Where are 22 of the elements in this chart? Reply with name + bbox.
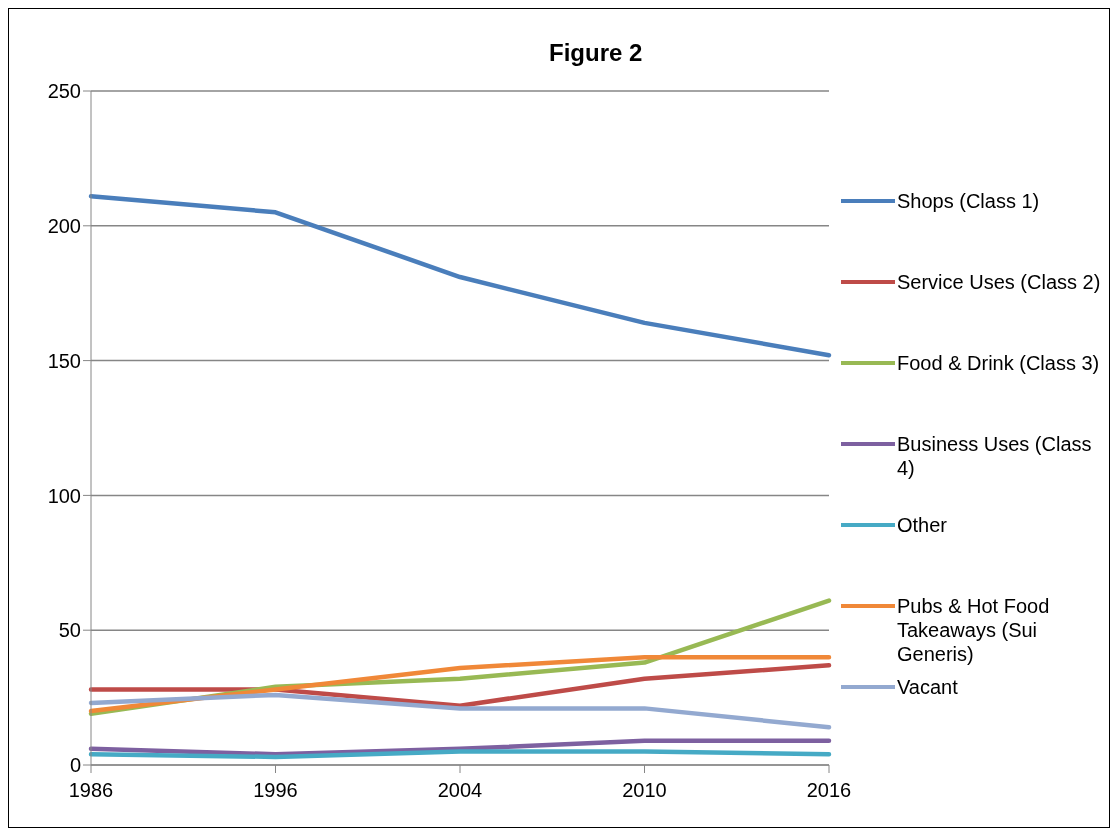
y-tick-label: 0 bbox=[69, 754, 81, 777]
legend-label: Business Uses (Class 4) bbox=[897, 432, 1093, 480]
x-tick-label: 1986 bbox=[68, 779, 114, 802]
x-tick-label: 2010 bbox=[622, 779, 667, 802]
legend-label: Vacant bbox=[897, 675, 958, 699]
y-tick-label: 250 bbox=[47, 80, 81, 103]
legend-label: Pubs & Hot Food Takeaways (Sui Generis) bbox=[897, 594, 1051, 666]
y-tick-label: 50 bbox=[58, 619, 81, 642]
chart-title: Figure 2 bbox=[549, 39, 643, 67]
line-series bbox=[88, 654, 832, 714]
x-tick-label: 1996 bbox=[253, 779, 298, 802]
y-tick-label: 100 bbox=[47, 484, 81, 507]
x-tick-label: 2004 bbox=[437, 779, 483, 802]
legend-label: Food & Drink (Class 3) bbox=[897, 351, 1100, 375]
legend-label: Other bbox=[897, 513, 948, 537]
line-series bbox=[88, 663, 832, 708]
legend-label: Shops (Class 1) bbox=[897, 189, 1040, 213]
x-tick-label: 2016 bbox=[806, 779, 852, 802]
line-series bbox=[88, 692, 832, 730]
y-tick-label: 150 bbox=[47, 349, 81, 372]
legend-label: Service Uses (Class 2) bbox=[897, 270, 1101, 294]
y-tick-label: 200 bbox=[47, 214, 81, 237]
